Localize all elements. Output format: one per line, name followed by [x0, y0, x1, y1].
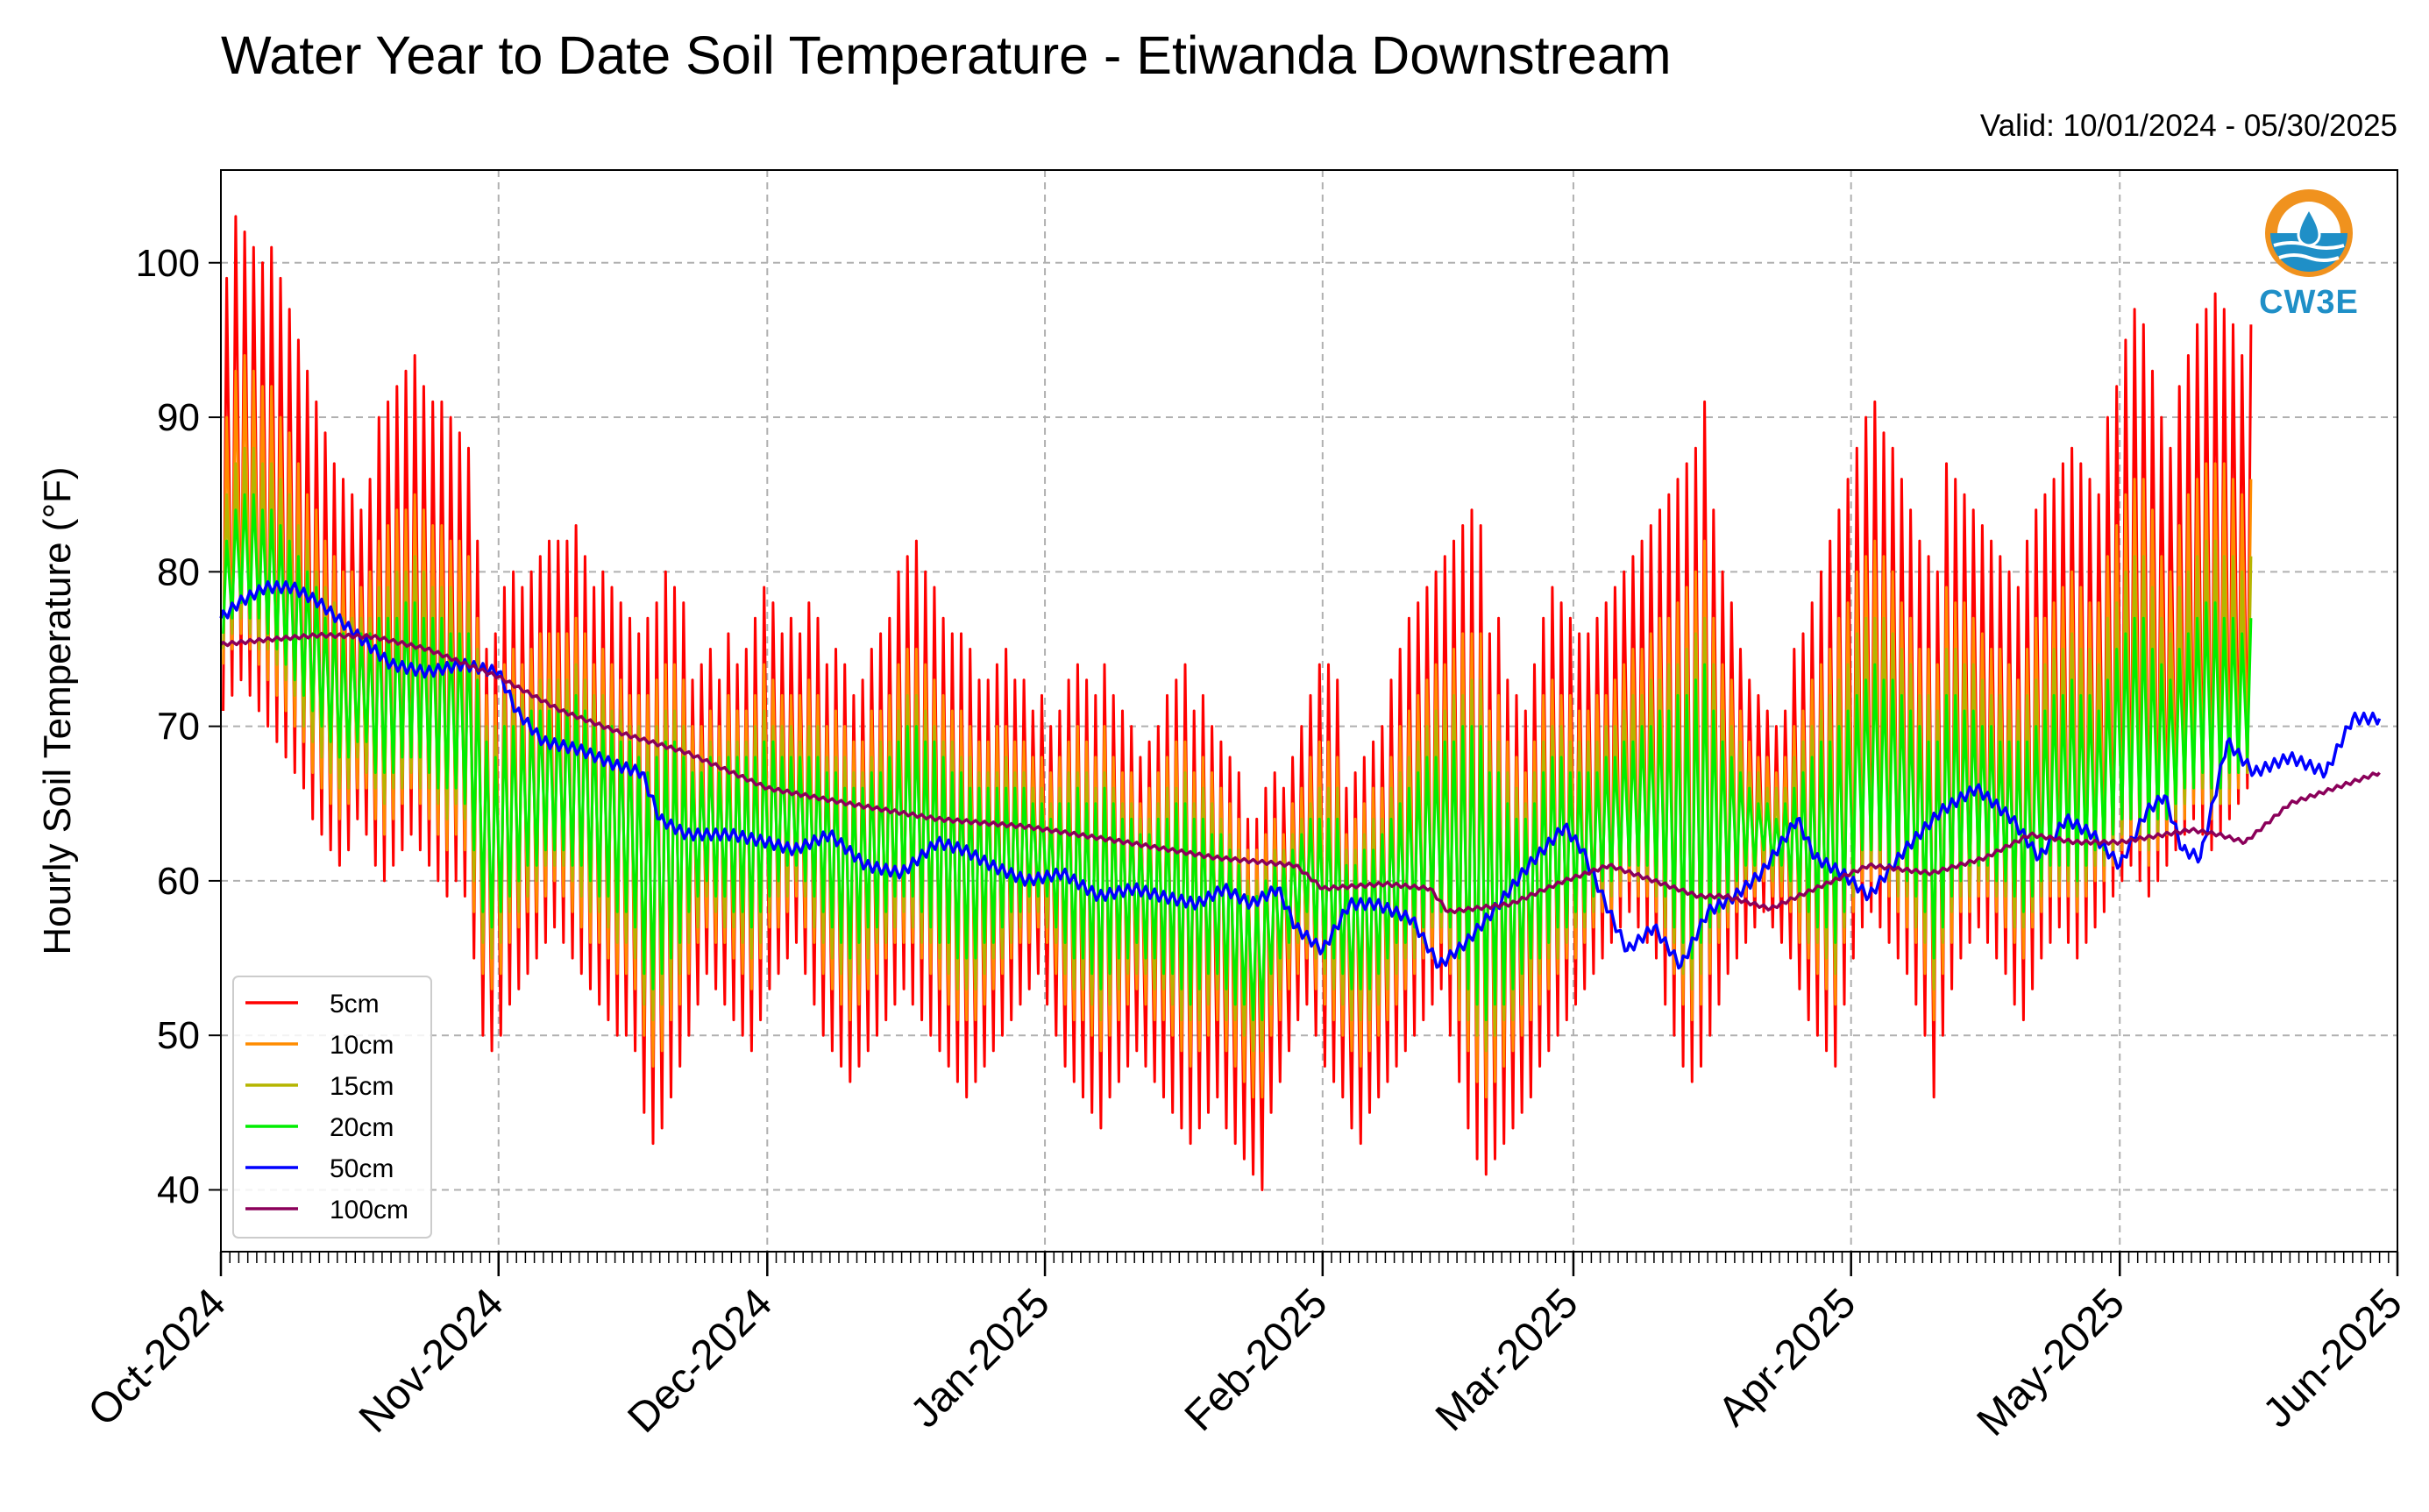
legend-label-100cm: 100cm	[330, 1196, 408, 1225]
legend-box	[232, 976, 432, 1239]
y-tick-label: 70	[157, 706, 200, 749]
x-tick-label: Jan-2025	[902, 1280, 1059, 1437]
legend-label-10cm: 10cm	[330, 1031, 394, 1060]
x-tick-label: Oct-2024	[80, 1280, 235, 1435]
series-layer	[219, 215, 2382, 1191]
x-tick-label: Nov-2024	[351, 1280, 513, 1442]
series-line-50cm	[219, 580, 2382, 970]
y-tick-label: 100	[136, 242, 200, 285]
legend-label-20cm: 20cm	[330, 1113, 394, 1142]
valid-date-range: Valid: 10/01/2024 - 05/30/2025	[1979, 109, 2397, 143]
legend-label-15cm: 15cm	[330, 1072, 394, 1101]
y-tick-label: 50	[157, 1014, 200, 1057]
legend: 5cm 10cm 15cm 20cm 50cm 100cm	[232, 976, 432, 1239]
chart-title: Water Year to Date Soil Temperature - Et…	[221, 25, 1672, 85]
y-tick-label: 90	[157, 396, 200, 439]
series-line-100cm	[219, 631, 2381, 915]
y-tick-label: 60	[157, 860, 200, 903]
legend-label-5cm: 5cm	[330, 990, 380, 1019]
x-tick-label: Mar-2025	[1427, 1280, 1587, 1440]
cw3e-logo-text: CW3E	[2259, 284, 2359, 321]
plot-frame	[220, 169, 2398, 1253]
cw3e-logo: CW3E	[2248, 182, 2370, 323]
x-tick-label: May-2025	[1969, 1280, 2134, 1445]
y-tick-label: 80	[157, 550, 200, 593]
x-tick-label: Jun-2025	[2255, 1280, 2411, 1437]
legend-label-50cm: 50cm	[330, 1154, 394, 1183]
y-axis-label: Hourly Soil Temperature (°F)	[36, 466, 79, 955]
x-tick-label: Apr-2025	[1709, 1280, 1864, 1435]
x-tick-label: Feb-2025	[1176, 1280, 1337, 1440]
x-minor-ticks	[220, 1252, 2398, 1263]
x-tick-label: Dec-2024	[619, 1280, 781, 1442]
y-tick-label: 40	[157, 1168, 200, 1211]
cw3e-logo-icon	[2265, 189, 2353, 277]
series-line-20cm	[222, 493, 2253, 1022]
